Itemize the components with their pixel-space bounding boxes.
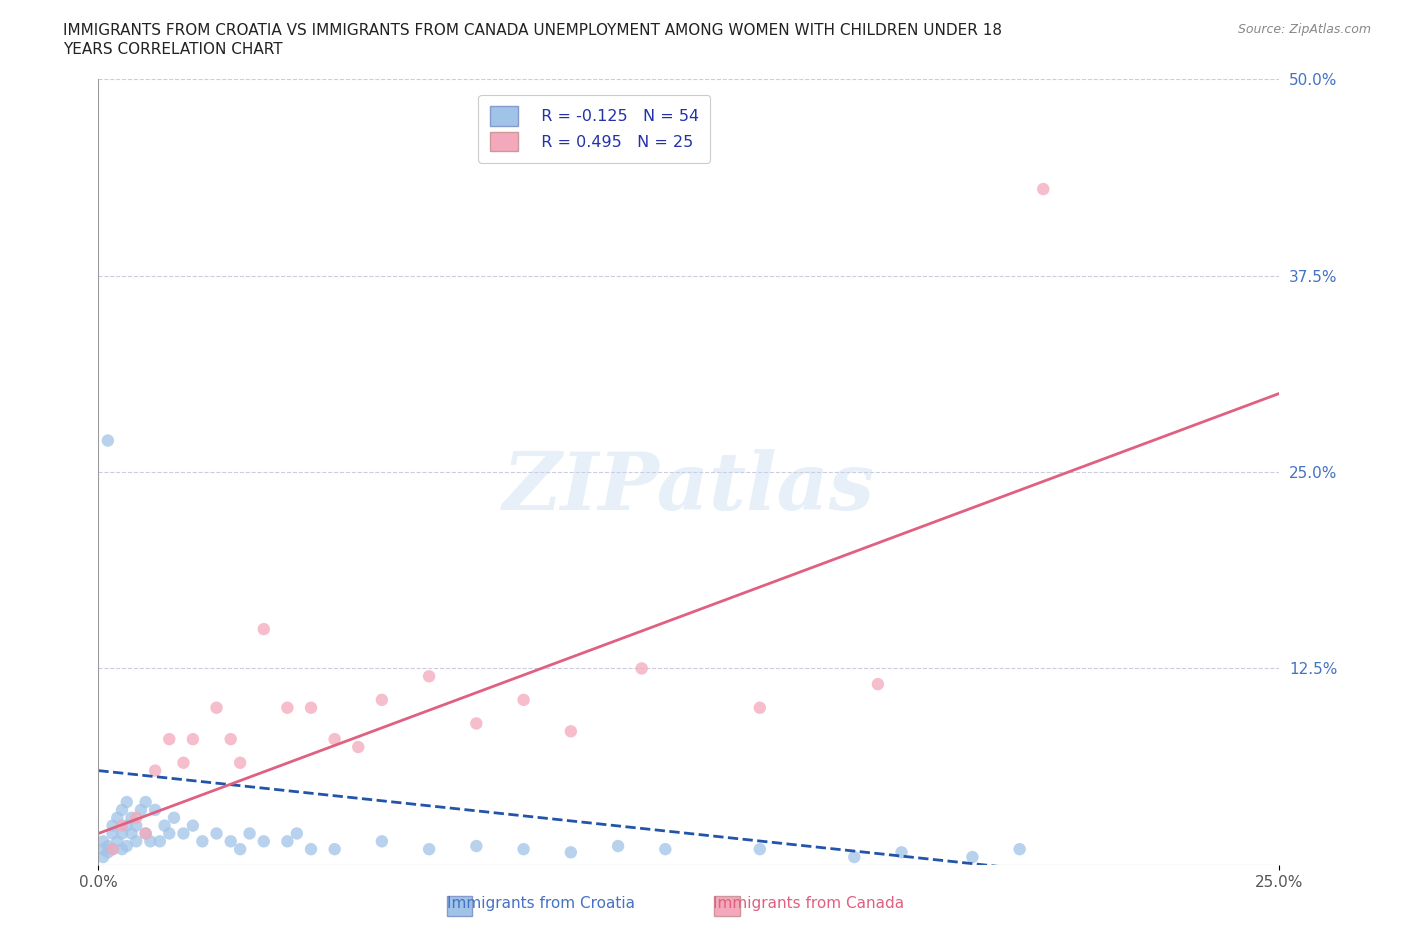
Legend:   R = -0.125   N = 54,   R = 0.495   N = 25: R = -0.125 N = 54, R = 0.495 N = 25	[478, 95, 710, 163]
Point	[371, 693, 394, 708]
Text: ZIPatlas: ZIPatlas	[503, 449, 875, 526]
Point	[418, 842, 440, 857]
Point	[125, 818, 148, 833]
Point	[181, 732, 204, 747]
Point	[111, 842, 134, 857]
Point	[135, 826, 157, 841]
Point	[844, 850, 866, 865]
Point	[191, 834, 214, 849]
Point	[172, 826, 194, 841]
Point	[91, 850, 114, 865]
Point	[115, 818, 138, 833]
Point	[299, 842, 322, 857]
Point	[111, 818, 134, 833]
Point	[121, 810, 143, 825]
Point	[229, 842, 252, 857]
Point	[253, 834, 276, 849]
Point	[1032, 181, 1054, 196]
Point	[239, 826, 262, 841]
Point	[149, 834, 172, 849]
Point	[157, 732, 180, 747]
Point	[111, 803, 134, 817]
Text: Immigrants from Croatia: Immigrants from Croatia	[447, 897, 636, 911]
Point	[115, 794, 138, 809]
Point	[153, 818, 176, 833]
Point	[607, 839, 630, 854]
Text: IMMIGRANTS FROM CROATIA VS IMMIGRANTS FROM CANADA UNEMPLOYMENT AMONG WOMEN WITH : IMMIGRANTS FROM CROATIA VS IMMIGRANTS FR…	[63, 23, 1002, 38]
Point	[143, 803, 166, 817]
Point	[143, 764, 166, 778]
Point	[748, 842, 770, 857]
Point	[97, 839, 120, 854]
Point	[276, 834, 298, 849]
Point	[101, 818, 124, 833]
Text: Immigrants from Canada: Immigrants from Canada	[713, 897, 904, 911]
Point	[97, 844, 120, 859]
Point	[253, 621, 276, 636]
Point	[121, 826, 143, 841]
Point	[866, 677, 889, 692]
Point	[115, 839, 138, 854]
Point	[205, 826, 228, 841]
Point	[91, 842, 114, 857]
Point	[219, 732, 242, 747]
Point	[205, 700, 228, 715]
Point	[654, 842, 676, 857]
Point	[560, 724, 582, 738]
Point	[125, 834, 148, 849]
Point	[299, 700, 322, 715]
Point	[1008, 842, 1031, 857]
Point	[97, 433, 120, 448]
Point	[111, 826, 134, 841]
Point	[512, 842, 534, 857]
Text: Source: ZipAtlas.com: Source: ZipAtlas.com	[1237, 23, 1371, 36]
Point	[172, 755, 194, 770]
Point	[135, 826, 157, 841]
Point	[347, 739, 370, 754]
Point	[465, 839, 488, 854]
Point	[219, 834, 242, 849]
Point	[285, 826, 308, 841]
Point	[105, 834, 128, 849]
Point	[630, 661, 652, 676]
Point	[560, 844, 582, 859]
Point	[962, 850, 984, 865]
Point	[139, 834, 162, 849]
Point	[323, 732, 346, 747]
Point	[101, 842, 124, 857]
Point	[125, 810, 148, 825]
Point	[91, 834, 114, 849]
Point	[229, 755, 252, 770]
Point	[105, 810, 128, 825]
Point	[323, 842, 346, 857]
Point	[748, 700, 770, 715]
Point	[157, 826, 180, 841]
Point	[181, 818, 204, 833]
Point	[465, 716, 488, 731]
Point	[101, 826, 124, 841]
Point	[163, 810, 186, 825]
Point	[101, 842, 124, 857]
Point	[418, 669, 440, 684]
Point	[512, 693, 534, 708]
Point	[890, 844, 912, 859]
Point	[135, 794, 157, 809]
Point	[371, 834, 394, 849]
Text: YEARS CORRELATION CHART: YEARS CORRELATION CHART	[63, 42, 283, 57]
Point	[276, 700, 298, 715]
Point	[129, 803, 152, 817]
